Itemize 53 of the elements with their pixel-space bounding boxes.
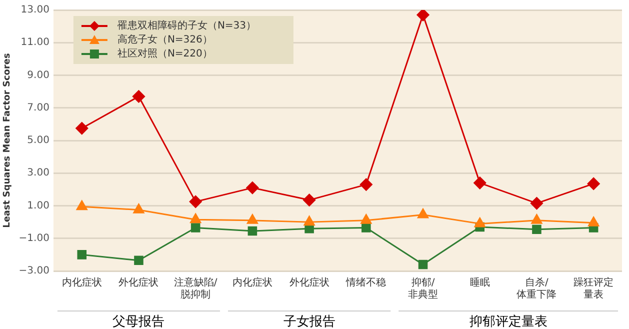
legend-label: 罹患双相障碍的子女（N=33）	[116, 20, 256, 32]
point	[304, 216, 315, 226]
point	[303, 194, 316, 206]
y-tick-label: −1.00	[18, 232, 50, 244]
point	[416, 10, 430, 22]
x-tick-label: 自杀/体重下降	[516, 276, 557, 301]
point	[190, 223, 200, 232]
point	[588, 216, 600, 226]
point	[531, 214, 542, 224]
x-tick-label: 情绪不稳	[345, 276, 386, 289]
legend-label: 社区对照（N=220）	[117, 48, 212, 60]
point	[76, 200, 88, 210]
point	[132, 90, 145, 103]
y-tick-label: −3.00	[18, 266, 50, 277]
x-tick-label: 躁狂评定量表	[574, 276, 614, 301]
y-tick-label: 3.00	[27, 168, 50, 179]
point	[189, 195, 202, 208]
y-axis-title: Least Squares Mean Factor Scores	[2, 53, 13, 228]
point	[246, 214, 258, 224]
point	[530, 197, 543, 210]
point	[190, 213, 202, 224]
point	[77, 250, 87, 260]
text: 父母报告	[112, 314, 165, 329]
text: 子女报告	[283, 314, 336, 329]
y-tick-label: 5.00	[27, 135, 50, 146]
point	[587, 177, 600, 190]
point	[133, 204, 144, 214]
point	[248, 226, 258, 236]
point	[532, 224, 542, 234]
y-tick-label: 9.00	[27, 70, 50, 81]
point	[362, 223, 371, 232]
point	[360, 178, 372, 191]
point	[474, 176, 486, 190]
x-tick-label: 注意缺陷/脱抑制	[174, 276, 218, 301]
point	[474, 217, 486, 228]
x-tick-label: 外化症状	[289, 276, 330, 289]
point	[246, 182, 259, 194]
point	[134, 256, 144, 266]
x-tick-label: 外化症状	[118, 276, 159, 289]
y-tick-label: 11.00	[20, 37, 50, 48]
y-tick-label: 1.00	[27, 200, 50, 212]
point	[360, 214, 372, 224]
text: 抑郁评定量表	[469, 314, 548, 329]
y-tick-label: 13.00	[20, 4, 50, 16]
y-tick-label: 7.00	[27, 102, 50, 114]
legend-label: 高危子女（N=326）	[117, 34, 212, 46]
x-tick-label: 睡眠	[470, 276, 490, 289]
point	[76, 122, 88, 135]
point	[417, 208, 429, 218]
point	[418, 260, 428, 270]
x-tick-label: 抑郁/非典型	[408, 276, 438, 301]
x-tick-label: 内化症状	[62, 276, 102, 289]
x-tick-label: 内化症状	[232, 276, 272, 289]
